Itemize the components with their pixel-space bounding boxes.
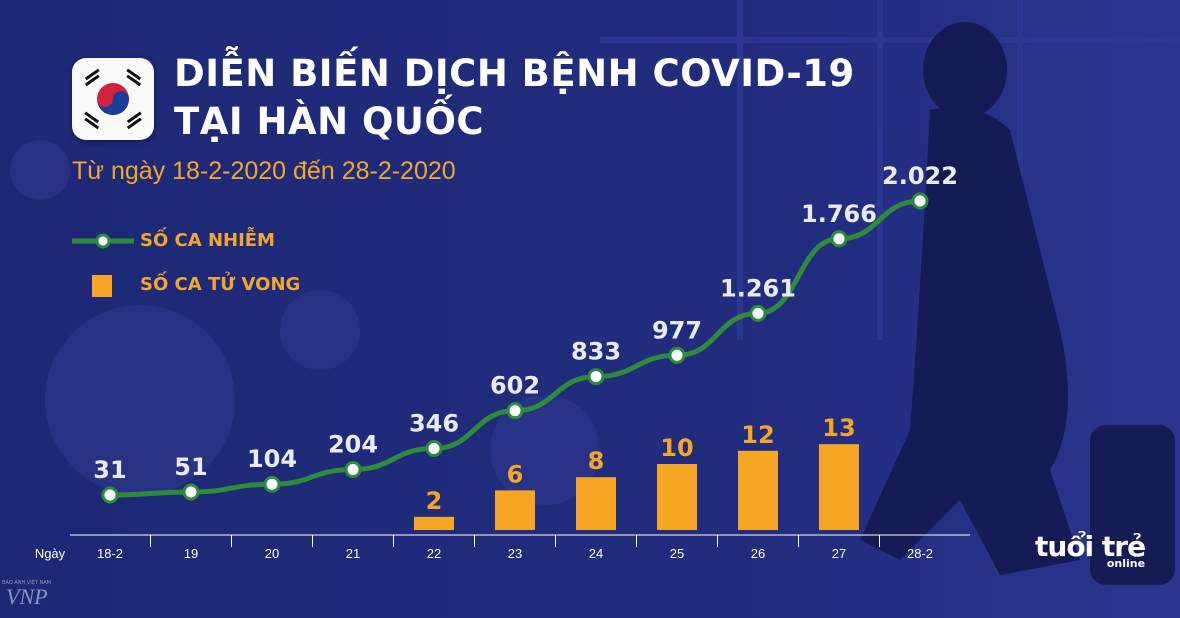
x-tick-label: 20	[265, 546, 279, 561]
vnp-logo: VNP	[6, 584, 48, 609]
infected-point-label: 2.022	[882, 162, 958, 190]
x-tick-label: 23	[508, 546, 522, 561]
death-bar	[414, 516, 454, 530]
infected-point	[749, 304, 767, 322]
infected-point-label: 602	[490, 372, 540, 400]
virus-decoration	[10, 140, 600, 505]
death-bar	[495, 490, 535, 530]
death-bar	[738, 450, 778, 530]
x-tick-label: 22	[427, 546, 441, 561]
x-axis-label: Ngày	[35, 546, 66, 561]
infected-point	[668, 346, 686, 364]
x-tick-label: 19	[184, 546, 198, 561]
infected-point-label: 104	[247, 445, 297, 473]
x-tick-label: 25	[670, 546, 684, 561]
infected-point	[911, 192, 929, 210]
x-tick-label: 24	[589, 546, 603, 561]
death-bar	[576, 477, 616, 530]
infected-point	[506, 402, 524, 420]
death-bar-label: 8	[588, 447, 605, 475]
infected-point-label: 31	[93, 456, 126, 484]
agency-top-text: BÁO ẢNH VIỆT NAM	[2, 580, 51, 586]
chart-subtitle: Từ ngày 18-2-2020 đến 28-2-2020	[72, 157, 456, 185]
logo-sub-text: online	[1106, 557, 1146, 570]
infected-point	[587, 368, 605, 386]
infected-point	[182, 483, 200, 501]
x-tick-label: 27	[832, 546, 846, 561]
death-bar-label: 12	[741, 421, 774, 449]
infected-point-label: 977	[652, 316, 702, 344]
death-bar-label: 10	[660, 434, 693, 462]
infected-point	[344, 460, 362, 478]
infected-point	[830, 230, 848, 248]
person-silhouette	[860, 22, 1175, 585]
infected-point	[425, 439, 443, 457]
infected-point-label: 346	[409, 409, 459, 437]
south-korea-flag-icon	[72, 58, 154, 140]
infected-point-label: 1.766	[801, 200, 877, 228]
death-bar-label: 13	[822, 414, 855, 442]
x-tick-label: 21	[346, 546, 360, 561]
death-bar	[819, 444, 859, 530]
tuoi-tre-logo: tuổi trẻ online	[1035, 530, 1146, 570]
legend-bar-icon	[92, 275, 112, 297]
infected-point-label: 51	[174, 453, 207, 481]
infected-point	[101, 486, 119, 504]
infected-point	[263, 475, 281, 493]
x-tick-label: 18-2	[97, 546, 123, 561]
infected-point-label: 1.261	[720, 274, 796, 302]
infected-line	[109, 198, 921, 498]
death-bar	[657, 464, 697, 530]
x-tick-label: 28-2	[907, 546, 933, 561]
legend-line-icon	[72, 233, 134, 249]
legend-infected-label: SỐ CA NHIỄM	[140, 230, 275, 251]
chart-title: DIỄN BIẾN DỊCH BỆNH COVID-19 TẠI HÀN QUỐ…	[174, 50, 855, 146]
legend-deaths-label: SỐ CA TỬ VONG	[140, 274, 301, 295]
title-line-1: DIỄN BIẾN DỊCH BỆNH COVID-19	[174, 52, 855, 95]
title-line-2: TẠI HÀN QUỐC	[174, 100, 485, 143]
death-bar-label: 2	[426, 487, 443, 515]
infected-point-label: 833	[571, 338, 621, 366]
death-bar-label: 6	[507, 460, 524, 488]
logo-main-text: tuổi trẻ	[1035, 530, 1146, 563]
x-tick-label: 26	[751, 546, 765, 561]
infected-point-label: 204	[328, 430, 378, 458]
